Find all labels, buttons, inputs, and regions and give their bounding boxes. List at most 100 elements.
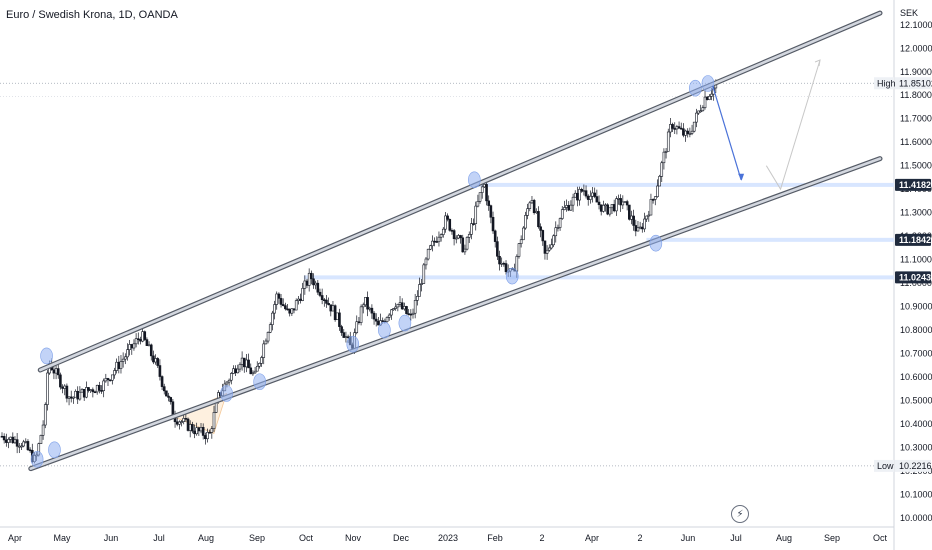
candle	[552, 235, 555, 246]
candle	[567, 205, 571, 211]
touch-point	[40, 347, 53, 365]
candle	[617, 198, 620, 200]
candle	[571, 196, 575, 206]
candle	[7, 439, 10, 443]
candle	[290, 308, 294, 314]
candle	[699, 110, 702, 113]
candle	[407, 313, 410, 315]
candle	[366, 297, 369, 310]
channel-upper-inner	[38, 11, 882, 372]
level-layer	[303, 182, 894, 280]
candle	[606, 204, 609, 215]
candle	[95, 384, 99, 393]
candle	[426, 248, 430, 260]
candle	[329, 304, 333, 312]
candle	[28, 449, 32, 452]
candle	[491, 216, 495, 232]
candle	[199, 427, 203, 432]
candle	[264, 340, 268, 345]
candle	[204, 435, 207, 440]
candle	[305, 280, 309, 286]
candle	[593, 192, 597, 197]
candle	[191, 424, 194, 432]
candle	[89, 389, 92, 391]
x-tick-label: Jun	[104, 533, 119, 543]
candle	[612, 204, 616, 212]
low-value-label: 10.22167	[899, 461, 932, 471]
candle	[80, 388, 84, 393]
candle	[162, 386, 166, 392]
y-tick-label: 11.80000	[900, 90, 932, 100]
candle	[405, 306, 408, 314]
level-tag-bg	[895, 233, 931, 246]
candle	[634, 225, 638, 232]
x-tick-label: Nov	[345, 533, 362, 543]
candle	[52, 369, 56, 374]
candle	[294, 300, 298, 311]
touch-point	[398, 314, 412, 332]
candle	[385, 317, 389, 322]
candle	[132, 343, 136, 349]
candle	[400, 302, 404, 310]
y-tick-label: 12.00000	[900, 43, 932, 53]
candle	[595, 196, 599, 203]
candle	[286, 308, 289, 311]
candle	[247, 359, 250, 369]
candle	[643, 218, 646, 230]
candle	[671, 124, 674, 129]
candle	[597, 201, 601, 206]
candle	[249, 367, 253, 375]
candle	[284, 305, 287, 310]
candle	[677, 126, 681, 129]
candle	[117, 361, 121, 369]
candle	[697, 110, 700, 114]
candle	[705, 96, 709, 100]
candle	[476, 201, 480, 207]
candle	[115, 361, 118, 371]
candle	[573, 192, 577, 198]
candle	[448, 219, 452, 231]
candle	[323, 299, 326, 302]
candle	[195, 427, 198, 435]
x-tick-label: Aug	[198, 533, 214, 543]
candle	[454, 237, 458, 240]
candle	[623, 201, 627, 203]
candle	[392, 308, 395, 311]
candle	[591, 192, 594, 197]
candle	[580, 188, 584, 192]
candle	[152, 355, 155, 363]
y-tick-label: 10.80000	[900, 325, 932, 335]
candle	[450, 230, 454, 232]
candle	[619, 198, 622, 206]
candle	[493, 230, 497, 242]
candle	[656, 185, 659, 197]
candle	[186, 418, 190, 431]
x-tick-label: Dec	[393, 533, 410, 543]
candle	[41, 424, 45, 436]
candle	[560, 209, 564, 219]
candle	[625, 201, 629, 206]
x-tick-label: Sep	[249, 533, 265, 543]
touch-point	[220, 385, 233, 402]
candle	[106, 378, 110, 381]
candle	[372, 312, 376, 320]
level-tag-label: 11.02438	[899, 272, 932, 282]
candle	[56, 368, 60, 376]
candle	[433, 240, 436, 243]
touch-point	[378, 321, 391, 339]
candle	[463, 248, 467, 253]
candle	[396, 304, 400, 308]
level-band-2	[303, 275, 894, 280]
flash-icon[interactable]: ⚡	[731, 505, 749, 523]
candle	[621, 201, 625, 206]
candle	[496, 241, 499, 257]
candle	[370, 307, 374, 314]
candle	[578, 188, 581, 201]
x-tick-label: Aug	[776, 533, 792, 543]
touch-point	[689, 79, 702, 97]
candle	[141, 331, 144, 342]
y-tick-label: 10.50000	[900, 396, 932, 406]
candle	[530, 200, 534, 204]
